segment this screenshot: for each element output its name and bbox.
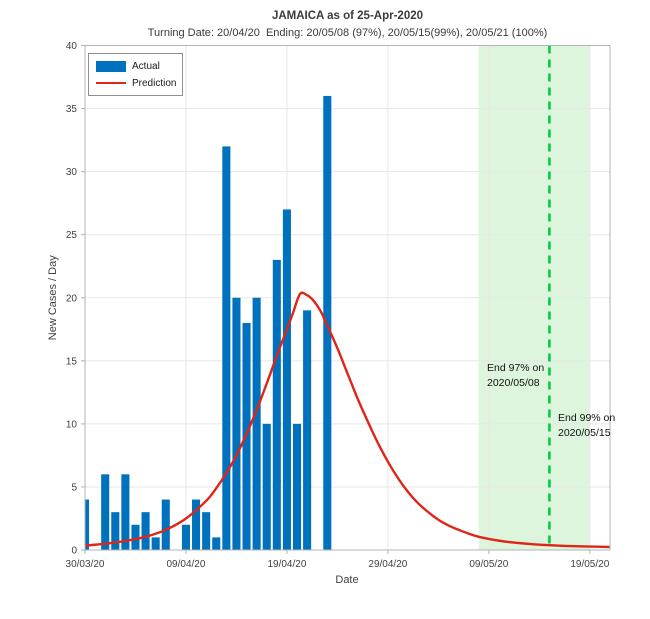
bar-01/04/20 <box>101 474 110 550</box>
y-tick-label: 25 <box>66 230 78 241</box>
annotation-end97-line1: End 97% on <box>487 362 545 374</box>
chart-title: JAMAICA as of 25-Apr-2020 <box>271 10 424 22</box>
bar-21/04/20 <box>303 310 312 550</box>
x-tick-label: 09/05/20 <box>469 559 508 570</box>
x-tick-label: 30/03/20 <box>66 559 105 570</box>
legend-item-prediction: Prediction <box>96 76 176 90</box>
bar-14/04/20 <box>232 297 241 550</box>
y-tick-label: 10 <box>66 419 78 430</box>
bar-02/04/20 <box>111 512 120 550</box>
bar-16/04/20 <box>252 297 261 550</box>
bar-30/03/20 <box>85 499 90 550</box>
annotation-end97-line2: 2020/05/08 <box>487 377 540 390</box>
y-tick-label: 20 <box>66 293 78 304</box>
annotation-end99-line2: 2020/05/15 <box>558 427 611 440</box>
bar-18/04/20 <box>272 259 281 550</box>
x-tick-label: 19/04/20 <box>267 559 306 570</box>
bar-10/04/20 <box>192 499 201 550</box>
y-tick-label: 15 <box>66 356 78 367</box>
x-tick-label: 09/04/20 <box>166 559 205 570</box>
y-tick-label: 5 <box>71 482 77 493</box>
legend: Actual Prediction <box>88 53 183 96</box>
legend-label-prediction: Prediction <box>132 77 177 89</box>
bar-04/04/20 <box>131 524 140 550</box>
bar-06/04/20 <box>151 537 160 550</box>
bar-09/04/20 <box>181 524 190 550</box>
legend-item-actual: Actual <box>96 59 176 73</box>
annotation-end97: End 97% on 2020/05/08 <box>487 361 544 391</box>
bar-12/04/20 <box>212 537 221 550</box>
y-tick-label: 35 <box>66 104 78 115</box>
prediction-path <box>85 291 610 549</box>
y-tick-label: 30 <box>66 167 78 178</box>
tick-labels: 0 5 10 15 20 25 30 35 40 30/03/20 09/04/20 19/04/20… <box>66 41 610 570</box>
annotation-end99-line1: End 99% on <box>558 412 616 424</box>
bar-03/04/20 <box>121 474 130 550</box>
bar-20/04/20 <box>292 423 302 550</box>
bar-19/04/20 <box>282 209 291 550</box>
annotation-end99: End 99% on 2020/05/15 <box>558 411 615 441</box>
legend-label-actual: Actual <box>132 60 160 72</box>
actual-bar-swatch <box>96 60 126 72</box>
y-tick-label: 40 <box>66 41 78 52</box>
bar-17/04/20 <box>262 423 271 550</box>
bar-13/04/20 <box>222 146 231 550</box>
axis-ticks <box>81 45 591 554</box>
y-tick-label: 0 <box>71 546 77 557</box>
bar-07/04/20 <box>161 499 170 550</box>
actual-bars-series <box>85 95 332 550</box>
x-tick-label: 19/05/20 <box>570 559 609 570</box>
bar-11/04/20 <box>202 512 211 550</box>
bar-05/04/20 <box>141 512 150 550</box>
x-tick-label: 29/04/20 <box>368 559 407 570</box>
chart-subtitle: Turning Date: 20/04/20 Ending: 20/05/08 … <box>147 27 548 39</box>
x-axis-label: Date <box>335 574 358 586</box>
y-axis-label: New Cases / Day <box>47 255 59 340</box>
prediction-line-swatch <box>96 82 126 84</box>
prediction-curve <box>85 291 610 549</box>
